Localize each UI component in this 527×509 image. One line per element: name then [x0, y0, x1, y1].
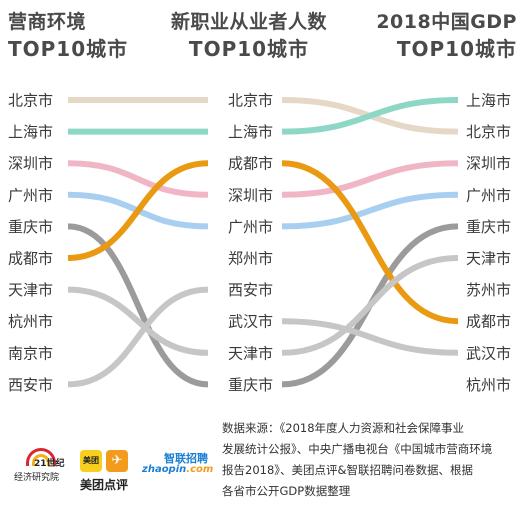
series-line-5-seg-0	[67, 160, 209, 261]
city-label-col0-rank10: 西安市	[8, 376, 53, 394]
logo-dianping-icon: ✈	[106, 450, 128, 472]
header-left-title: 营商环境	[8, 11, 87, 33]
logo-21st-century-institute: 21世纪 经济研究院	[12, 446, 70, 498]
series-line-7-seg-0	[67, 286, 209, 388]
city-label-col0-rank2: 上海市	[8, 123, 53, 141]
source-line-4: 各省市公开GDP数据整理	[222, 484, 351, 498]
source-note: 数据来源：《2018年度人力资源和社会保障事业 发展统计公报》、中央广播电视台《…	[222, 418, 522, 502]
city-label-col1-rank1: 北京市	[228, 92, 273, 110]
logo-zhaopin-word1: zhaopin	[142, 464, 187, 475]
header-right-subtitle: TOP10城市	[396, 37, 517, 61]
city-label-col0-rank6: 成都市	[8, 250, 53, 268]
header-mid-subtitle: TOP10城市	[188, 37, 310, 61]
city-label-col0-rank3: 深圳市	[8, 155, 53, 173]
ranking-lines	[67, 96, 459, 388]
source-line-1: 数据来源：《2018年度人力资源和社会保障事业	[222, 421, 465, 435]
series-line-4-seg-0	[67, 223, 209, 388]
logo-zhaopin-cn: 智联招聘	[164, 452, 208, 465]
city-label-col1-rank3: 成都市	[228, 155, 273, 173]
city-label-col1-rank10: 重庆市	[228, 376, 273, 394]
city-label-col0-rank5: 重庆市	[8, 218, 53, 236]
city-label-col1-rank8: 武汉市	[228, 313, 273, 331]
header-business-env: 营商环境 TOP10城市	[8, 9, 128, 63]
city-label-col0-rank7: 天津市	[8, 281, 53, 299]
city-label-col0-rank1: 北京市	[8, 92, 53, 110]
city-label-col2-rank2: 北京市	[466, 123, 511, 141]
logo-ring-red	[26, 448, 56, 466]
series-line-2-seg-0	[67, 160, 209, 198]
city-label-col2-rank5: 重庆市	[466, 218, 511, 236]
logo-zhaopin-word2: .com	[186, 464, 214, 475]
series-line-3-seg-1	[281, 191, 459, 230]
city-label-col2-rank10: 杭州市	[466, 376, 511, 394]
city-label-col0-rank4: 广州市	[8, 186, 53, 204]
logo-ring-yellow	[32, 454, 50, 466]
logo-zhaopin-word: zhaopin.com	[142, 464, 213, 475]
header-left-subtitle: TOP10城市	[8, 37, 129, 61]
city-label-col0-rank8: 杭州市	[8, 313, 53, 331]
series-line-6-seg-1	[281, 255, 459, 356]
logo-21-line1: 21世纪	[34, 459, 65, 469]
logo-zhaopin: 智联招聘 zhaopin.com	[140, 450, 213, 494]
logo-meituan-dianping: 美团 ✈ 美团点评	[80, 450, 132, 500]
logo-21-line2: 经济研究院	[14, 473, 60, 483]
city-label-col0-rank9: 南京市	[8, 344, 53, 362]
city-label-col1-rank5: 广州市	[228, 218, 273, 236]
city-label-col2-rank9: 武汉市	[466, 344, 511, 362]
city-label-col1-rank7: 西安市	[228, 281, 273, 299]
series-line-2-seg-1	[281, 160, 459, 198]
source-line-2: 发展统计公报》、中央广播电视台《中国城市营商环境	[222, 442, 493, 456]
header-right-title: 2018中国GDP	[376, 11, 517, 33]
city-label-col2-rank7: 苏州市	[466, 281, 511, 299]
series-line-5-seg-1	[281, 160, 459, 325]
city-label-col2-rank4: 广州市	[466, 186, 511, 204]
city-label-col1-rank4: 深圳市	[228, 186, 273, 204]
logo-meituan-name: 美团点评	[80, 478, 129, 492]
city-label-col2-rank3: 深圳市	[466, 155, 511, 173]
city-labels: 北京市上海市深圳市广州市重庆市成都市天津市杭州市南京市西安市北京市上海市成都市深…	[8, 92, 511, 394]
city-label-col2-rank6: 天津市	[466, 250, 511, 268]
city-label-col1-rank9: 天津市	[228, 344, 273, 362]
city-label-col2-rank8: 成都市	[466, 313, 511, 331]
header-new-jobs: 新职业从业者人数 TOP10城市	[154, 9, 344, 63]
source-line-3: 报告2018》、美团点评&智联招聘问卷数据、根据	[222, 463, 473, 477]
header-mid-title: 新职业从业者人数	[170, 11, 327, 33]
header-gdp: 2018中国GDP TOP10城市	[376, 9, 517, 63]
series-line-8-seg-1	[281, 318, 459, 356]
city-label-col1-rank6: 郑州市	[228, 250, 273, 268]
series-line-1-seg-1	[281, 97, 459, 135]
logo-meituan-tile: 美团	[80, 450, 102, 472]
series-line-6-seg-0	[67, 286, 209, 356]
city-label-col2-rank1: 上海市	[466, 92, 511, 110]
city-label-col1-rank2: 上海市	[228, 123, 273, 141]
